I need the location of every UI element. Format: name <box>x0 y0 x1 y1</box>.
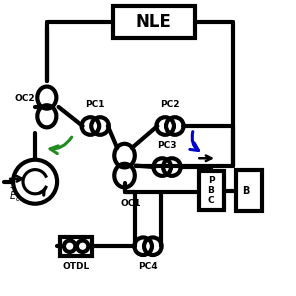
Bar <box>236 170 262 211</box>
Text: B: B <box>242 186 250 196</box>
Text: OTDL: OTDL <box>62 262 90 271</box>
Text: PC2: PC2 <box>160 100 180 109</box>
Text: PC3: PC3 <box>157 141 177 150</box>
Text: $\overrightarrow{E}_{cw}$: $\overrightarrow{E}_{cw}$ <box>9 185 26 204</box>
Bar <box>199 171 223 210</box>
Bar <box>113 6 195 38</box>
Text: NLE: NLE <box>136 13 172 31</box>
FancyArrowPatch shape <box>190 132 199 150</box>
Text: OC2: OC2 <box>15 94 35 103</box>
Bar <box>60 237 92 256</box>
Text: $\overrightarrow{E}_{ccw}$: $\overrightarrow{E}_{ccw}$ <box>198 164 219 183</box>
Text: P
B
C: P B C <box>207 176 215 205</box>
Text: PC1: PC1 <box>86 100 105 109</box>
Text: OC1: OC1 <box>120 199 141 208</box>
Circle shape <box>13 160 57 204</box>
FancyArrowPatch shape <box>50 137 72 154</box>
Text: PC4: PC4 <box>138 262 158 271</box>
